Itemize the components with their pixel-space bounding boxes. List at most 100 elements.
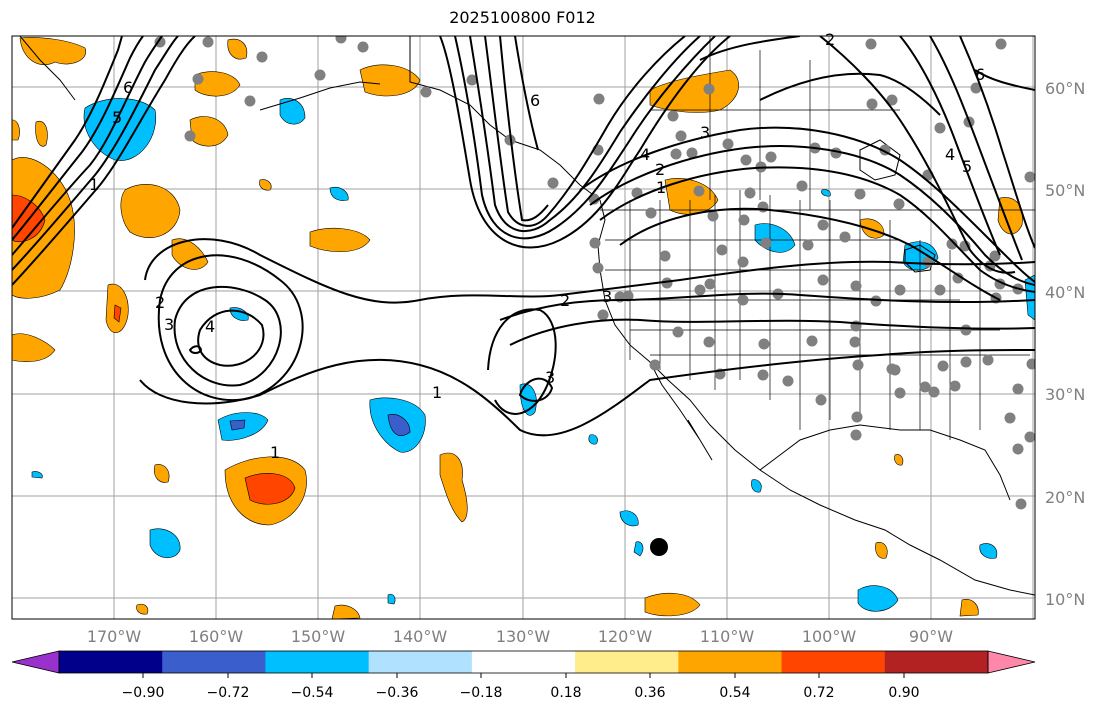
station-dot (982, 354, 994, 366)
anomaly-area (644, 592, 701, 617)
kamchatka-coast (19, 36, 76, 101)
station-dot (744, 187, 756, 199)
station-dot (622, 290, 634, 302)
contour-label: 3 (164, 315, 174, 334)
anomaly-area (120, 183, 181, 238)
station-dot (202, 36, 214, 48)
anomaly-area (113, 304, 122, 323)
station-dot (765, 151, 777, 163)
station-dot (937, 360, 949, 372)
station-dot (928, 386, 940, 398)
station-dot (693, 185, 705, 197)
anomaly-area (244, 473, 296, 505)
station-dot (850, 429, 862, 441)
lon-label: 130°W (496, 627, 551, 646)
station-dot (667, 110, 679, 122)
station-dot (670, 148, 682, 160)
colorbar-border (58, 650, 989, 674)
station-dot (738, 214, 750, 226)
station-dot (675, 130, 687, 142)
station-dot (919, 381, 931, 393)
lat-label: 20°N (1045, 488, 1085, 507)
station-dot (886, 363, 898, 375)
station-dot (256, 51, 268, 63)
station-dot (672, 326, 684, 338)
lon-label: 110°W (700, 627, 755, 646)
station-dot (757, 201, 769, 213)
colorbar-segment (471, 651, 576, 673)
contour-label: 3 (602, 287, 612, 306)
anomaly-area (387, 593, 396, 605)
station-dot (865, 38, 877, 50)
station-dot (716, 244, 728, 256)
station-dot (952, 272, 964, 284)
station-dot (597, 309, 609, 321)
anomaly-area (35, 120, 48, 147)
station-dot (154, 36, 166, 48)
station-dot (758, 338, 770, 350)
station-dot (314, 69, 326, 81)
anomaly-area (309, 227, 371, 253)
lon-label: 140°W (393, 627, 448, 646)
colorbar (11, 650, 1036, 678)
station-dot (649, 359, 661, 371)
contour-label: 5 (962, 157, 972, 176)
colorbar-extend-max (987, 650, 1036, 674)
colorbar-tick-label: 0.36 (634, 685, 665, 701)
station-dot (420, 86, 432, 98)
station-dot (1012, 443, 1024, 455)
lon-label: 90°W (909, 627, 953, 646)
station-dot (737, 294, 749, 306)
contour-label: 1 (656, 178, 666, 197)
lon-label: 160°W (189, 627, 244, 646)
contour-label: 4 (640, 145, 650, 164)
station-dot (802, 239, 814, 251)
station-dot (1012, 383, 1024, 395)
anomaly-area (979, 543, 998, 559)
anomaly-area (894, 454, 904, 466)
station-dot (1024, 171, 1035, 183)
colorbar-segment (781, 651, 886, 673)
anomaly-area (664, 178, 719, 215)
anomaly-area (189, 116, 229, 147)
station-dot (852, 359, 864, 371)
station-dot (815, 394, 827, 406)
anomaly-area (329, 187, 349, 201)
contour-label: 6 (123, 78, 133, 97)
anomaly-area (1024, 274, 1035, 321)
lat-label: 50°N (1045, 181, 1085, 200)
station-dot (589, 237, 601, 249)
station-dot (192, 73, 204, 85)
latitude-labels: 60°N 50°N 40°N 30°N 20°N 10°N (1045, 79, 1085, 609)
anomaly-area (279, 98, 306, 125)
anomaly-area (31, 471, 43, 479)
station-dot (782, 375, 794, 387)
station-dot (960, 324, 972, 336)
lon-label: 100°W (802, 627, 857, 646)
station-dot (854, 188, 866, 200)
station-dot (796, 180, 808, 192)
lon-label: 120°W (598, 627, 653, 646)
colorbar-tick-label: −0.36 (376, 685, 419, 701)
station-dot (886, 94, 898, 106)
contour-label: 6 (975, 65, 985, 84)
contour-labels: 6 5 1 4 3 2 1 1 3 2 3 6 4 2 1 3 2 6 4 5 (89, 30, 985, 462)
station-dot (849, 336, 861, 348)
station-dot (661, 277, 673, 289)
map-content (12, 36, 1035, 619)
station-dot (645, 207, 657, 219)
station-dot (686, 147, 698, 159)
station-dot (1024, 431, 1035, 443)
station-dot (817, 274, 829, 286)
contour-label: 1 (270, 443, 280, 462)
anomaly-area (136, 603, 149, 615)
station-dot (960, 356, 972, 368)
station-dot (466, 74, 478, 86)
longitude-labels: 170°W 160°W 150°W 140°W 130°W 120°W 110°… (87, 627, 953, 646)
contour-label: 1 (432, 383, 442, 402)
contour-label: 1 (89, 175, 99, 194)
station-dot (694, 284, 706, 296)
station-dot (737, 256, 749, 268)
anomaly-area (875, 542, 888, 559)
